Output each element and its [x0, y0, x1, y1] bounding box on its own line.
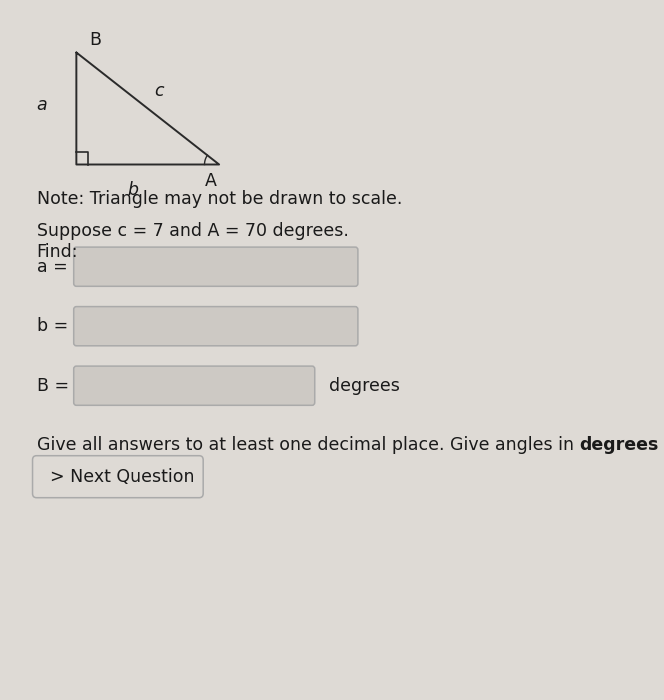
Text: Suppose c = 7 and A = 70 degrees.: Suppose c = 7 and A = 70 degrees.	[37, 222, 349, 240]
Text: degrees: degrees	[329, 377, 400, 395]
Text: a: a	[36, 96, 46, 114]
Text: b =: b =	[37, 317, 68, 335]
Text: B: B	[90, 31, 102, 49]
Text: c: c	[155, 82, 164, 100]
Text: a =: a =	[37, 258, 67, 276]
Text: degrees: degrees	[579, 435, 659, 454]
FancyBboxPatch shape	[33, 456, 203, 498]
FancyBboxPatch shape	[74, 366, 315, 405]
Text: > Next Question: > Next Question	[50, 468, 195, 486]
Text: B =: B =	[37, 377, 68, 395]
FancyBboxPatch shape	[74, 307, 358, 346]
Text: Note: Triangle may not be drawn to scale.: Note: Triangle may not be drawn to scale…	[37, 190, 402, 209]
Text: A: A	[205, 172, 217, 190]
FancyBboxPatch shape	[74, 247, 358, 286]
Text: b: b	[127, 181, 138, 199]
Text: Find:: Find:	[37, 243, 78, 261]
Text: Give all answers to at least one decimal place. Give angles in: Give all answers to at least one decimal…	[37, 435, 579, 454]
